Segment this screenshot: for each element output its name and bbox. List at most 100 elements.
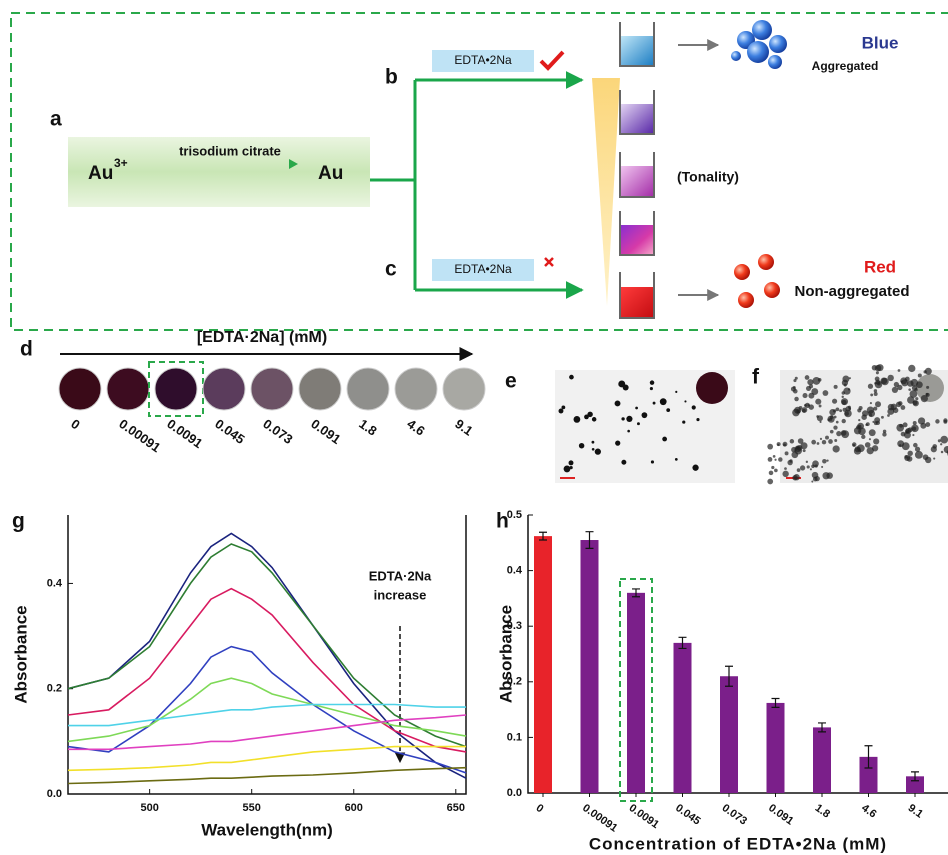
panel-label: b <box>385 66 398 89</box>
non-aggregated-label: Non-aggregated <box>794 283 909 300</box>
tem-cluster <box>822 459 827 464</box>
tem-cluster <box>888 404 894 410</box>
figure: Au 3+ trisodium citrate Au EDTA•2Na EDTA… <box>0 0 948 855</box>
bar <box>720 676 738 793</box>
tem-cluster <box>865 442 871 448</box>
tem-cluster <box>874 421 878 425</box>
tem-cluster <box>881 416 884 419</box>
sample-well <box>347 368 389 410</box>
x-tick-label: 0 <box>534 802 546 815</box>
tem-particle <box>635 407 638 410</box>
tem-cluster <box>794 397 798 401</box>
red-label: Red <box>864 257 896 276</box>
bar <box>627 593 645 793</box>
bar <box>674 643 692 793</box>
tem-cluster <box>913 421 917 425</box>
sample-label: 0.00091 <box>116 416 163 455</box>
beaker-fill <box>621 166 653 196</box>
tem-cluster <box>785 451 789 455</box>
tem-cluster <box>792 475 797 480</box>
tem-particle <box>587 412 592 417</box>
tem-cluster <box>812 472 818 478</box>
tem-cluster <box>920 423 926 429</box>
tem-cluster <box>905 428 911 434</box>
tem-particle <box>696 418 699 421</box>
tem-cluster <box>833 425 837 429</box>
sample-label: 4.6 <box>404 416 427 439</box>
tem-cluster <box>816 415 819 418</box>
x-tick-label: 550 <box>243 802 261 814</box>
tem-cluster <box>866 422 870 426</box>
tem-cluster <box>861 435 865 439</box>
sample-label: 0.0091 <box>164 416 205 451</box>
tem-cluster <box>874 392 878 396</box>
panel-label: a <box>50 108 62 131</box>
x-tick-label: 4.6 <box>859 802 878 821</box>
tem-particle <box>675 391 677 393</box>
tem-cluster <box>828 439 833 444</box>
tem-cluster <box>777 442 781 446</box>
bar <box>767 703 785 793</box>
tem-particle <box>592 448 595 451</box>
tem-particle <box>650 387 653 390</box>
sample-label: 9.1 <box>452 416 475 439</box>
tem-particle <box>651 460 654 463</box>
tem-cluster <box>842 396 844 398</box>
tem-cluster <box>896 424 904 432</box>
tem-particle <box>692 405 696 409</box>
blue-label: Blue <box>862 33 899 52</box>
tem-cluster <box>833 445 840 452</box>
aggregated-label: Aggregated <box>812 59 879 73</box>
tem-cluster <box>797 468 801 472</box>
tem-cluster <box>810 468 812 470</box>
tem-cluster <box>925 368 932 375</box>
x-axis-title: Wavelength(nm) <box>201 820 333 839</box>
particle <box>768 55 782 69</box>
tem-cluster <box>867 407 874 414</box>
tem-particle <box>592 441 595 444</box>
tem-cluster <box>812 377 820 385</box>
spectrum-line <box>68 705 466 726</box>
bar <box>581 540 599 793</box>
x-tick-label: 0.073 <box>720 802 749 828</box>
tem-particle <box>569 460 574 465</box>
beaker-fill <box>621 36 653 65</box>
tem-cluster <box>907 396 914 403</box>
tem-cluster <box>915 451 923 459</box>
panel-label: e <box>505 370 517 393</box>
tem-cluster <box>795 377 798 380</box>
tem-particle <box>684 400 686 402</box>
x-tick-label: 650 <box>447 802 465 814</box>
panel-label: f <box>752 366 760 389</box>
tem-cluster <box>805 375 810 380</box>
bar <box>534 536 552 793</box>
tem-cluster <box>915 447 920 452</box>
tem-cluster <box>771 466 774 469</box>
tem-cluster <box>848 388 850 390</box>
tem-cluster <box>773 455 776 458</box>
y-tick-label: 0.5 <box>507 509 522 521</box>
red-particles <box>734 254 780 308</box>
tem-cluster <box>943 420 947 424</box>
y-tick-label: 0.4 <box>47 577 63 589</box>
y-tick-label: 0.2 <box>47 683 62 695</box>
tem-cluster <box>907 451 912 456</box>
tem-cluster <box>803 449 806 452</box>
panel-d-title: [EDTA·2Na] (mM) <box>197 329 327 346</box>
tem-cluster <box>872 365 877 370</box>
sample-well <box>59 368 101 410</box>
reagent-b: EDTA•2Na <box>454 53 512 67</box>
sample-label: 1.8 <box>356 416 379 439</box>
tem-cluster <box>841 430 849 438</box>
tonality-label: (Tonality) <box>677 169 739 185</box>
tem-cluster <box>857 423 864 430</box>
tem-cluster <box>908 388 911 391</box>
tem-cluster <box>940 443 942 445</box>
sample-well <box>299 368 341 410</box>
tem-cluster <box>914 388 917 391</box>
tem-cluster <box>815 465 818 468</box>
tem-cluster <box>830 430 834 434</box>
tem-cluster <box>833 409 836 412</box>
tem-cluster <box>883 430 886 433</box>
reagent-c: EDTA•2Na <box>454 262 512 276</box>
